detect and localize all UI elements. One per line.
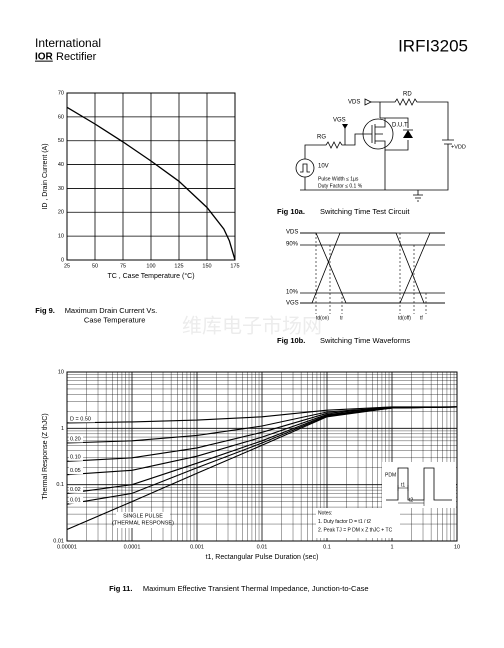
y-tick-label: 10 bbox=[58, 369, 64, 375]
label-box bbox=[69, 435, 83, 443]
series-label: D = 0.50 bbox=[70, 416, 91, 422]
data-line bbox=[66, 106, 236, 261]
dut-label: D.U.T. bbox=[392, 123, 409, 129]
duty-factor: Duty Factor ≤ 0.1 % bbox=[318, 183, 363, 189]
p10-label: 10% bbox=[286, 290, 299, 296]
x-tick-label: 10 bbox=[454, 544, 460, 550]
y-tick-label: 0.1 bbox=[56, 482, 64, 488]
label-box bbox=[69, 496, 83, 504]
x-tick-label: 0.0001 bbox=[124, 544, 141, 550]
y-tick-label: 20 bbox=[58, 210, 64, 216]
y-tick-label: 50 bbox=[58, 138, 64, 144]
td-off-label: td(off) bbox=[398, 315, 411, 321]
x-tick-label: 0.00001 bbox=[57, 544, 77, 550]
y-tick-label: 0 bbox=[61, 257, 64, 263]
x-tick-label: 175 bbox=[230, 263, 239, 269]
fig-caption: Maximum Drain Current Vs. bbox=[65, 306, 158, 315]
fig-label: Fig 10b. bbox=[277, 336, 305, 345]
note: Notes: bbox=[318, 510, 332, 516]
x-axis-label: TC , Case Temperature (°C) bbox=[107, 272, 194, 280]
x-tick-label: 75 bbox=[120, 263, 126, 269]
x-tick-label: 25 bbox=[64, 263, 70, 269]
fig-caption: Maximum Effective Transient Thermal Impe… bbox=[143, 584, 369, 593]
x-tick-label: 50 bbox=[92, 263, 98, 269]
tf-label: tf bbox=[420, 315, 423, 321]
label-box bbox=[69, 467, 83, 475]
td-on-label: td(on) bbox=[316, 315, 329, 321]
waveforms bbox=[300, 232, 445, 314]
vgs-label: VGS bbox=[333, 118, 346, 124]
pulse-width: Pulse Width ≤ 1µs bbox=[318, 176, 359, 182]
y-tick-label: 10 bbox=[58, 234, 64, 240]
fig-label: Fig 10a. bbox=[277, 207, 305, 216]
plot-frame bbox=[66, 92, 236, 261]
inset-box bbox=[382, 462, 456, 508]
tr-label: tr bbox=[340, 315, 343, 321]
note: 1. Duty factor D = t1 / t2 bbox=[318, 519, 371, 525]
vds-label: VDS bbox=[286, 230, 298, 236]
series-label: 0.02 bbox=[70, 487, 81, 493]
watermark: 维库电子市场网 bbox=[182, 314, 322, 338]
y-tick-label: 1 bbox=[61, 426, 64, 432]
series-label: 0.01 bbox=[70, 498, 81, 504]
p90-label: 90% bbox=[286, 242, 299, 248]
y-tick-label: 40 bbox=[58, 162, 64, 168]
rd-label: RD bbox=[403, 92, 412, 98]
series-note: (THERMAL RESPONSE) bbox=[112, 520, 174, 526]
y-tick-label: 30 bbox=[58, 186, 64, 192]
x-tick-label: 125 bbox=[174, 263, 183, 269]
inset-label: t2 bbox=[409, 497, 413, 503]
series-label: 0.20 bbox=[70, 436, 81, 442]
pulse-train bbox=[386, 467, 452, 501]
inset-label: PDM bbox=[385, 472, 396, 478]
rg-label: RG bbox=[317, 135, 326, 141]
fig-caption: Switching Time Waveforms bbox=[320, 336, 410, 345]
series-label: SINGLE PULSE bbox=[123, 513, 163, 519]
y-tick-label: 60 bbox=[58, 114, 64, 120]
y-tick-label: 70 bbox=[58, 90, 64, 96]
x-tick-label: 100 bbox=[146, 263, 155, 269]
fig-label: Fig 11. bbox=[109, 584, 132, 593]
x-tick-label: 0.1 bbox=[323, 544, 331, 550]
source-label: 10V bbox=[318, 164, 329, 170]
x-tick-label: 1 bbox=[390, 544, 393, 550]
part-number: IRFI3205 bbox=[398, 36, 468, 55]
x-axis-label: t1, Rectangular Pulse Duration (sec) bbox=[206, 554, 319, 561]
fig-label: Fig 9. bbox=[35, 306, 55, 315]
vdd-label: +VDD bbox=[451, 144, 466, 150]
label-box bbox=[69, 485, 83, 493]
brand-top: International bbox=[35, 36, 101, 50]
inset-label: t1 bbox=[401, 482, 405, 488]
series-label: 0.05 bbox=[70, 468, 81, 474]
circuit bbox=[295, 98, 454, 202]
fig-caption: Switching Time Test Circuit bbox=[320, 207, 410, 216]
data-line bbox=[66, 406, 458, 531]
plot-frame bbox=[66, 371, 458, 542]
dim-arrows bbox=[397, 485, 425, 506]
label-box bbox=[116, 512, 170, 528]
notes-box bbox=[316, 508, 400, 538]
y-tick-label: 0.01 bbox=[53, 538, 64, 544]
series-label: 0.10 bbox=[70, 455, 81, 461]
data-line bbox=[66, 406, 458, 462]
y-axis-label: ID , Drain Current (A) bbox=[42, 143, 49, 209]
fig-caption: Case Temperature bbox=[84, 315, 146, 324]
vgs-label: VGS bbox=[286, 301, 299, 307]
brand-bottom: Rectifier bbox=[56, 51, 97, 63]
x-tick-label: 150 bbox=[202, 263, 211, 269]
x-tick-label: 0.001 bbox=[190, 544, 204, 550]
vds-label: VDS bbox=[348, 100, 360, 106]
y-axis-label: Thermal Response (Z thJC) bbox=[42, 413, 49, 499]
label-box bbox=[69, 453, 83, 461]
brand-logo: IOR bbox=[35, 52, 54, 63]
note: 2. Peak TJ = P DM x Z thJC + TC bbox=[318, 527, 393, 533]
x-tick-label: 0.01 bbox=[257, 544, 268, 550]
label-box bbox=[69, 415, 95, 423]
